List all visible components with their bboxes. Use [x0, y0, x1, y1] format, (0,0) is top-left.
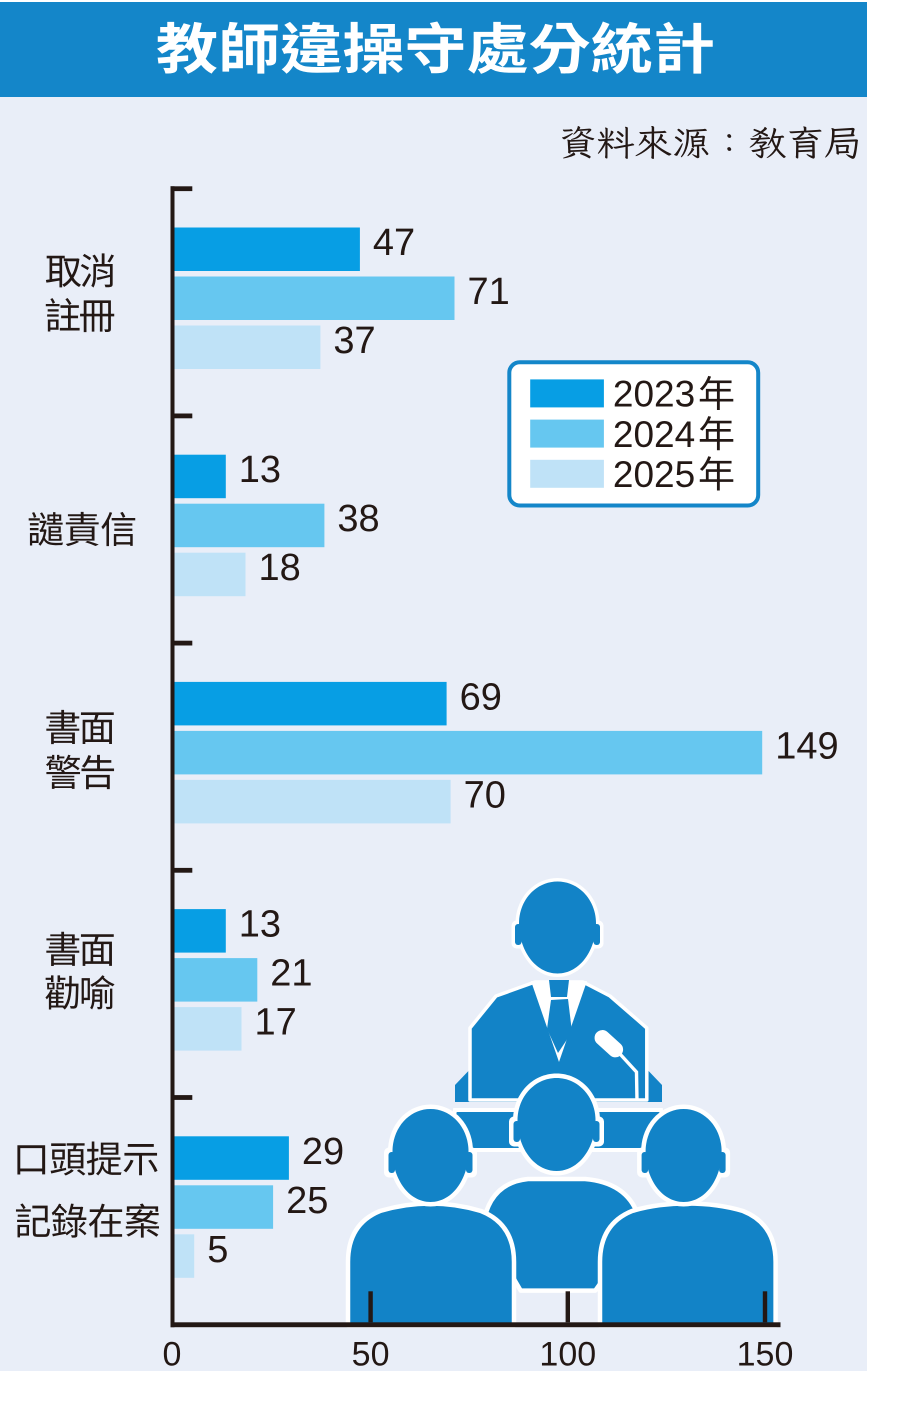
svg-text:21: 21 [270, 953, 312, 995]
svg-text:13: 13 [239, 904, 281, 946]
svg-text:5: 5 [207, 1229, 228, 1271]
svg-text:70: 70 [464, 774, 506, 816]
svg-text:17: 17 [255, 1002, 297, 1044]
svg-text:2025: 2025 [613, 454, 695, 495]
svg-text:25: 25 [286, 1180, 328, 1222]
svg-text:100: 100 [539, 1336, 596, 1374]
svg-text:13: 13 [239, 449, 281, 491]
svg-text:50: 50 [352, 1336, 390, 1374]
svg-text:150: 150 [737, 1336, 794, 1374]
svg-text:0: 0 [163, 1336, 182, 1374]
svg-text:2023: 2023 [613, 374, 695, 415]
svg-text:38: 38 [337, 498, 379, 540]
svg-text:37: 37 [333, 320, 375, 362]
svg-text:18: 18 [259, 547, 301, 589]
svg-text:149: 149 [775, 725, 838, 767]
svg-text:2024: 2024 [613, 414, 695, 455]
svg-text:71: 71 [468, 271, 510, 313]
svg-text:69: 69 [460, 676, 502, 718]
svg-text:29: 29 [302, 1131, 344, 1173]
svg-text:47: 47 [373, 222, 415, 264]
